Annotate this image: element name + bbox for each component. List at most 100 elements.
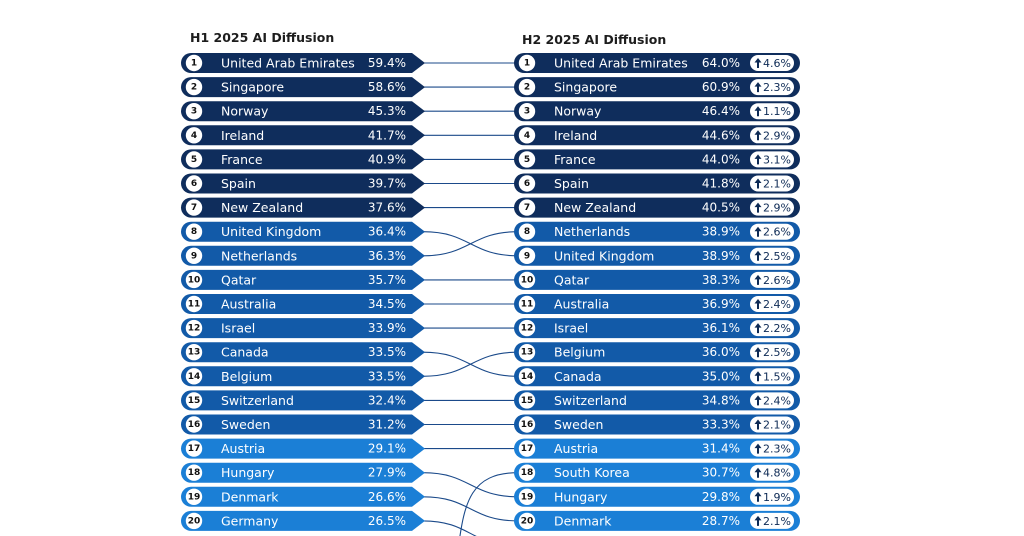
h1-row: 7 New Zealand 37.6%	[181, 197, 425, 218]
h1-value-label: 29.1%	[368, 442, 406, 456]
up-arrow-icon	[754, 178, 762, 189]
h1-rank-circle	[185, 392, 203, 409]
h1-row-bar	[181, 173, 425, 194]
h1-row-bar	[181, 269, 425, 290]
h2-value-label: 36.9%	[702, 297, 740, 311]
h2-change-pill	[750, 79, 794, 96]
up-arrow-icon	[754, 130, 762, 141]
h2-change-pill	[750, 488, 794, 505]
h1-row-bar	[181, 77, 425, 98]
h2-rank-circle	[518, 488, 536, 505]
h2-rank-circle	[518, 416, 536, 433]
h2-country-label: Australia	[554, 297, 609, 312]
h2-change-label: 2.1%	[763, 178, 791, 191]
h2-change-pill	[750, 416, 794, 433]
h1-rank-label: 17	[188, 444, 201, 454]
h2-change-pill	[750, 296, 794, 312]
h2-rank-circle	[518, 175, 536, 192]
h2-row: 9 United Kingdom 38.9% 2.5%	[514, 245, 800, 266]
h1-rank-label: 10	[188, 275, 201, 285]
h2-row: 17 Austria 31.4% 2.3%	[514, 438, 800, 459]
h1-row-bar	[181, 197, 425, 218]
h2-value-label: 64.0%	[702, 56, 740, 70]
h1-value-label: 41.7%	[368, 128, 406, 142]
h2-row-bar	[514, 294, 800, 314]
h2-value-label: 38.9%	[702, 249, 740, 263]
up-arrow-icon	[754, 299, 762, 309]
h2-row: 4 Ireland 44.6% 2.9%	[514, 125, 800, 146]
h2-country-label: Belgium	[554, 345, 605, 360]
h1-country-label: Australia	[221, 297, 276, 312]
h2-value-label: 35.0%	[702, 369, 740, 383]
h2-row-bar	[514, 438, 800, 459]
h1-country-label: Germany	[221, 513, 279, 528]
h2-country-label: United Kingdom	[554, 248, 654, 263]
h1-rank-circle	[185, 151, 203, 168]
h1-row-bar	[181, 53, 425, 73]
h2-rank-label: 18	[521, 468, 534, 478]
h2-row-bar	[514, 221, 800, 242]
h1-rank-circle	[185, 368, 203, 385]
h2-value-label: 28.7%	[702, 514, 740, 528]
h1-country-label: Singapore	[221, 80, 284, 95]
h2-change-label: 2.4%	[763, 298, 791, 311]
h2-country-label: Singapore	[554, 80, 617, 95]
h2-rank-label: 3	[524, 107, 530, 117]
h2-change-pill	[750, 223, 794, 240]
h2-value-label: 60.9%	[702, 80, 740, 94]
h1-row: 8 United Kingdom 36.4%	[181, 221, 425, 242]
h1-rank-label: 9	[191, 251, 197, 261]
h2-rank-circle	[518, 392, 536, 409]
h1-rank-circle	[185, 319, 203, 337]
h2-country-label: Israel	[554, 321, 588, 336]
h2-value-label: 40.5%	[702, 201, 740, 215]
h2-country-label: Switzerland	[554, 393, 627, 408]
up-arrow-icon	[754, 443, 762, 454]
h2-row: 11 Australia 36.9% 2.4%	[514, 294, 800, 314]
h1-value-label: 31.2%	[368, 418, 406, 432]
h2-change-label: 3.1%	[763, 153, 791, 166]
h2-change-pill	[750, 320, 794, 337]
h2-rank-circle	[518, 295, 536, 313]
h2-row: 20 Denmark 28.7% 2.1%	[513, 510, 800, 531]
up-arrow-icon	[754, 347, 762, 358]
h2-rank-label: 20	[521, 516, 534, 526]
h2-change-pill	[750, 175, 794, 192]
h2-country-label: Norway	[554, 104, 602, 119]
up-arrow-icon	[754, 323, 762, 334]
h2-country-label: Canada	[554, 369, 602, 384]
h2-rank-circle	[518, 319, 536, 337]
h1-row-bar	[181, 149, 425, 170]
h1-row: 19 Denmark 26.6%	[181, 486, 425, 507]
h2-rank-label: 14	[521, 372, 534, 382]
up-arrow-icon	[754, 58, 762, 68]
h2-rank-label: 8	[524, 227, 530, 237]
h2-rank-label: 6	[524, 179, 530, 189]
h1-value-label: 35.7%	[368, 273, 406, 287]
h2-country-label: United Arab Emirates	[554, 56, 688, 71]
up-arrow-icon	[754, 371, 762, 382]
h1-row-bar	[181, 318, 425, 339]
h2-change-label: 2.3%	[763, 81, 791, 94]
h2-rank-label: 11	[521, 300, 534, 310]
h2-value-label: 30.7%	[702, 466, 740, 480]
h2-row: 13 Belgium 36.0% 2.5%	[514, 342, 800, 363]
connector-line	[422, 520, 477, 536]
h2-value-label: 34.8%	[702, 393, 740, 407]
h2-change-pill	[750, 392, 794, 409]
h2-rank-label: 13	[521, 348, 534, 358]
h1-rank-label: 15	[188, 396, 201, 406]
h2-row: 5 France 44.0% 3.1%	[514, 149, 800, 170]
h1-country-label: Ireland	[221, 128, 264, 143]
h1-title: H1 2025 AI Diffusion	[190, 30, 335, 45]
h2-change-label: 2.6%	[763, 274, 791, 287]
h1-rank-circle	[185, 271, 203, 289]
h1-rank-circle	[185, 223, 203, 240]
h1-row: 3 Norway 45.3%	[181, 101, 425, 122]
h2-row-bar	[513, 510, 800, 531]
up-arrow-icon	[754, 226, 762, 237]
h2-row-bar	[514, 77, 800, 98]
h2-change-pill	[750, 247, 794, 264]
up-arrow-icon	[754, 515, 762, 526]
